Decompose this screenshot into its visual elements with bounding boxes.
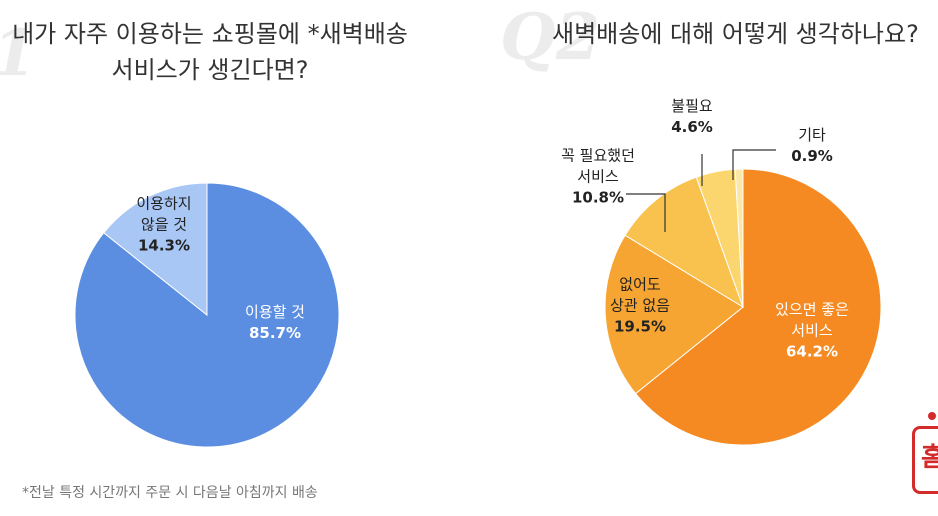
footnote: *전날 특정 시간까지 주문 시 다음날 아침까지 배송 — [22, 485, 318, 501]
logo-stamp: 홈 — [912, 426, 938, 494]
logo-stamp-glyph: 홈 — [921, 443, 938, 473]
chart2-slice-2 — [604, 234, 744, 395]
chart1-slice-label-2: 이용하지 — [136, 195, 191, 213]
chart2-value-label-2: 19.5% — [614, 318, 666, 336]
chart2-value-label-3: 10.8% — [572, 189, 624, 207]
q1-title-line2: 서비스가 생긴다면? — [111, 56, 309, 84]
chart2-value-label-4: 4.6% — [671, 118, 713, 136]
q1-title: 내가 자주 이용하는 쇼핑몰에 *새벽배송 서비스가 생긴다면? — [0, 16, 420, 88]
q1-title-line1: 내가 자주 이용하는 쇼핑몰에 *새벽배송 — [12, 20, 408, 48]
chart2-slice-label-2: 상관 없음 — [610, 297, 670, 315]
chart2-slice-label-3: 서비스 — [577, 168, 619, 186]
q2-title: 새벽배송에 대해 어떻게 생각하나요? — [552, 20, 919, 48]
chart2-slice-label-3: 꼭 필요했던 — [561, 147, 635, 165]
q1-number-watermark: 1 — [0, 22, 37, 86]
chart2-slice-5 — [734, 168, 744, 308]
chart2-leader-line-4 — [626, 193, 666, 232]
chart1-value-label-2: 14.3% — [138, 237, 190, 255]
chart1-value-label-1: 85.7% — [249, 324, 301, 342]
chart2-slice-3 — [624, 176, 744, 309]
chart1-slice-2 — [103, 182, 208, 317]
stamp-dot — [928, 412, 936, 420]
q2-number-watermark: Q2 — [500, 0, 601, 75]
chart2-slice-label-1: 있으면 좋은 — [775, 301, 849, 319]
chart1-slice-label-1: 이용할 것 — [245, 303, 305, 321]
chart2-leader-line-6 — [732, 149, 776, 180]
chart2-slice-label-1: 서비스 — [791, 322, 833, 340]
chart2-slice-label-2: 없어도 — [619, 276, 661, 294]
chart2-value-label-1: 64.2% — [786, 343, 838, 361]
chart2-slice-1 — [634, 168, 882, 446]
chart1-slice-label-2: 않을 것 — [141, 216, 187, 234]
chart2-slice-label-4: 불필요 — [671, 97, 713, 115]
chart2-value-label-5: 0.9% — [791, 147, 833, 165]
chart2-slice-label-5: 기타 — [798, 126, 826, 144]
